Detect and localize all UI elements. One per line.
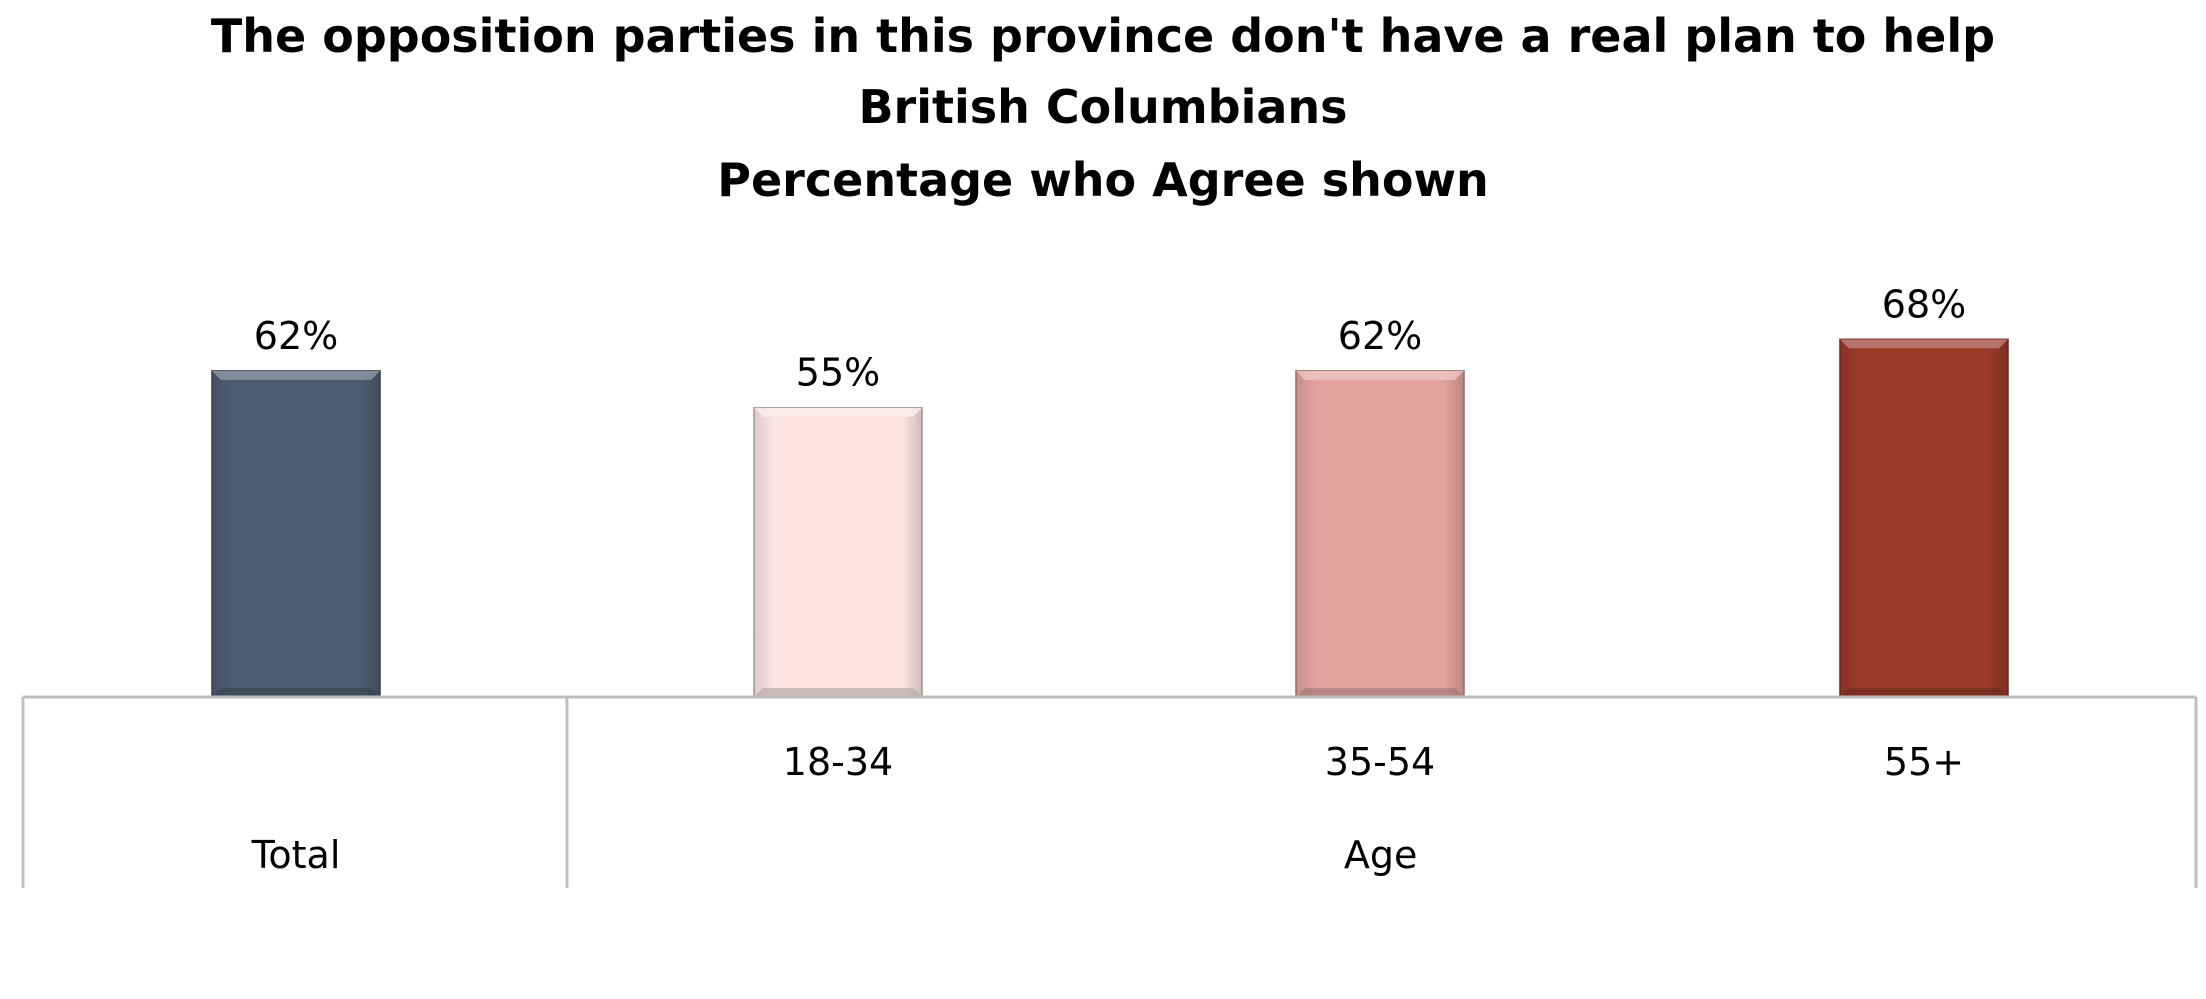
category-axis: 18-34 35-54 55+ Total Age	[21, 695, 2198, 888]
bar-18-34	[753, 406, 923, 698]
chart-title-line-2: British Columbians	[858, 80, 1347, 134]
group-label-total: Total	[251, 833, 341, 877]
bar-rect	[1839, 338, 2009, 698]
bar-bevel-bottom	[1840, 688, 2008, 697]
bar-bevel-bottom	[212, 688, 380, 697]
bar-bevel-top	[1296, 370, 1464, 380]
data-labels: 62% 55% 62% 68%	[254, 282, 1966, 394]
chart-title: The opposition parties in this province …	[211, 9, 1995, 207]
bar-35-54	[1295, 370, 1465, 698]
data-label-18-34: 55%	[796, 351, 880, 395]
bar-bevel-bottom	[1296, 688, 1464, 697]
bar-rect	[1295, 370, 1465, 698]
tick-label-18-34: 18-34	[783, 740, 893, 784]
bar-bevel-top	[754, 407, 922, 417]
tick-label-55+: 55+	[1884, 740, 1964, 784]
chart-title-line-3: Percentage who Agree shown	[717, 153, 1488, 207]
bar-rect	[753, 406, 923, 698]
data-label-Total: 62%	[254, 314, 338, 358]
bar-rect	[211, 370, 381, 698]
bars	[211, 338, 2009, 698]
group-label-age: Age	[1344, 833, 1418, 877]
bar-bevel-top	[1840, 339, 2008, 349]
bar-Total	[211, 370, 381, 698]
chart-title-line-1: The opposition parties in this province …	[211, 9, 1995, 63]
bar-bevel-top	[212, 370, 380, 380]
bar-bevel-bottom	[754, 688, 922, 697]
data-label-35-54: 62%	[1338, 314, 1422, 358]
tick-label-35-54: 35-54	[1325, 740, 1435, 784]
bar-55+	[1839, 338, 2009, 698]
data-label-55+: 68%	[1882, 282, 1966, 326]
